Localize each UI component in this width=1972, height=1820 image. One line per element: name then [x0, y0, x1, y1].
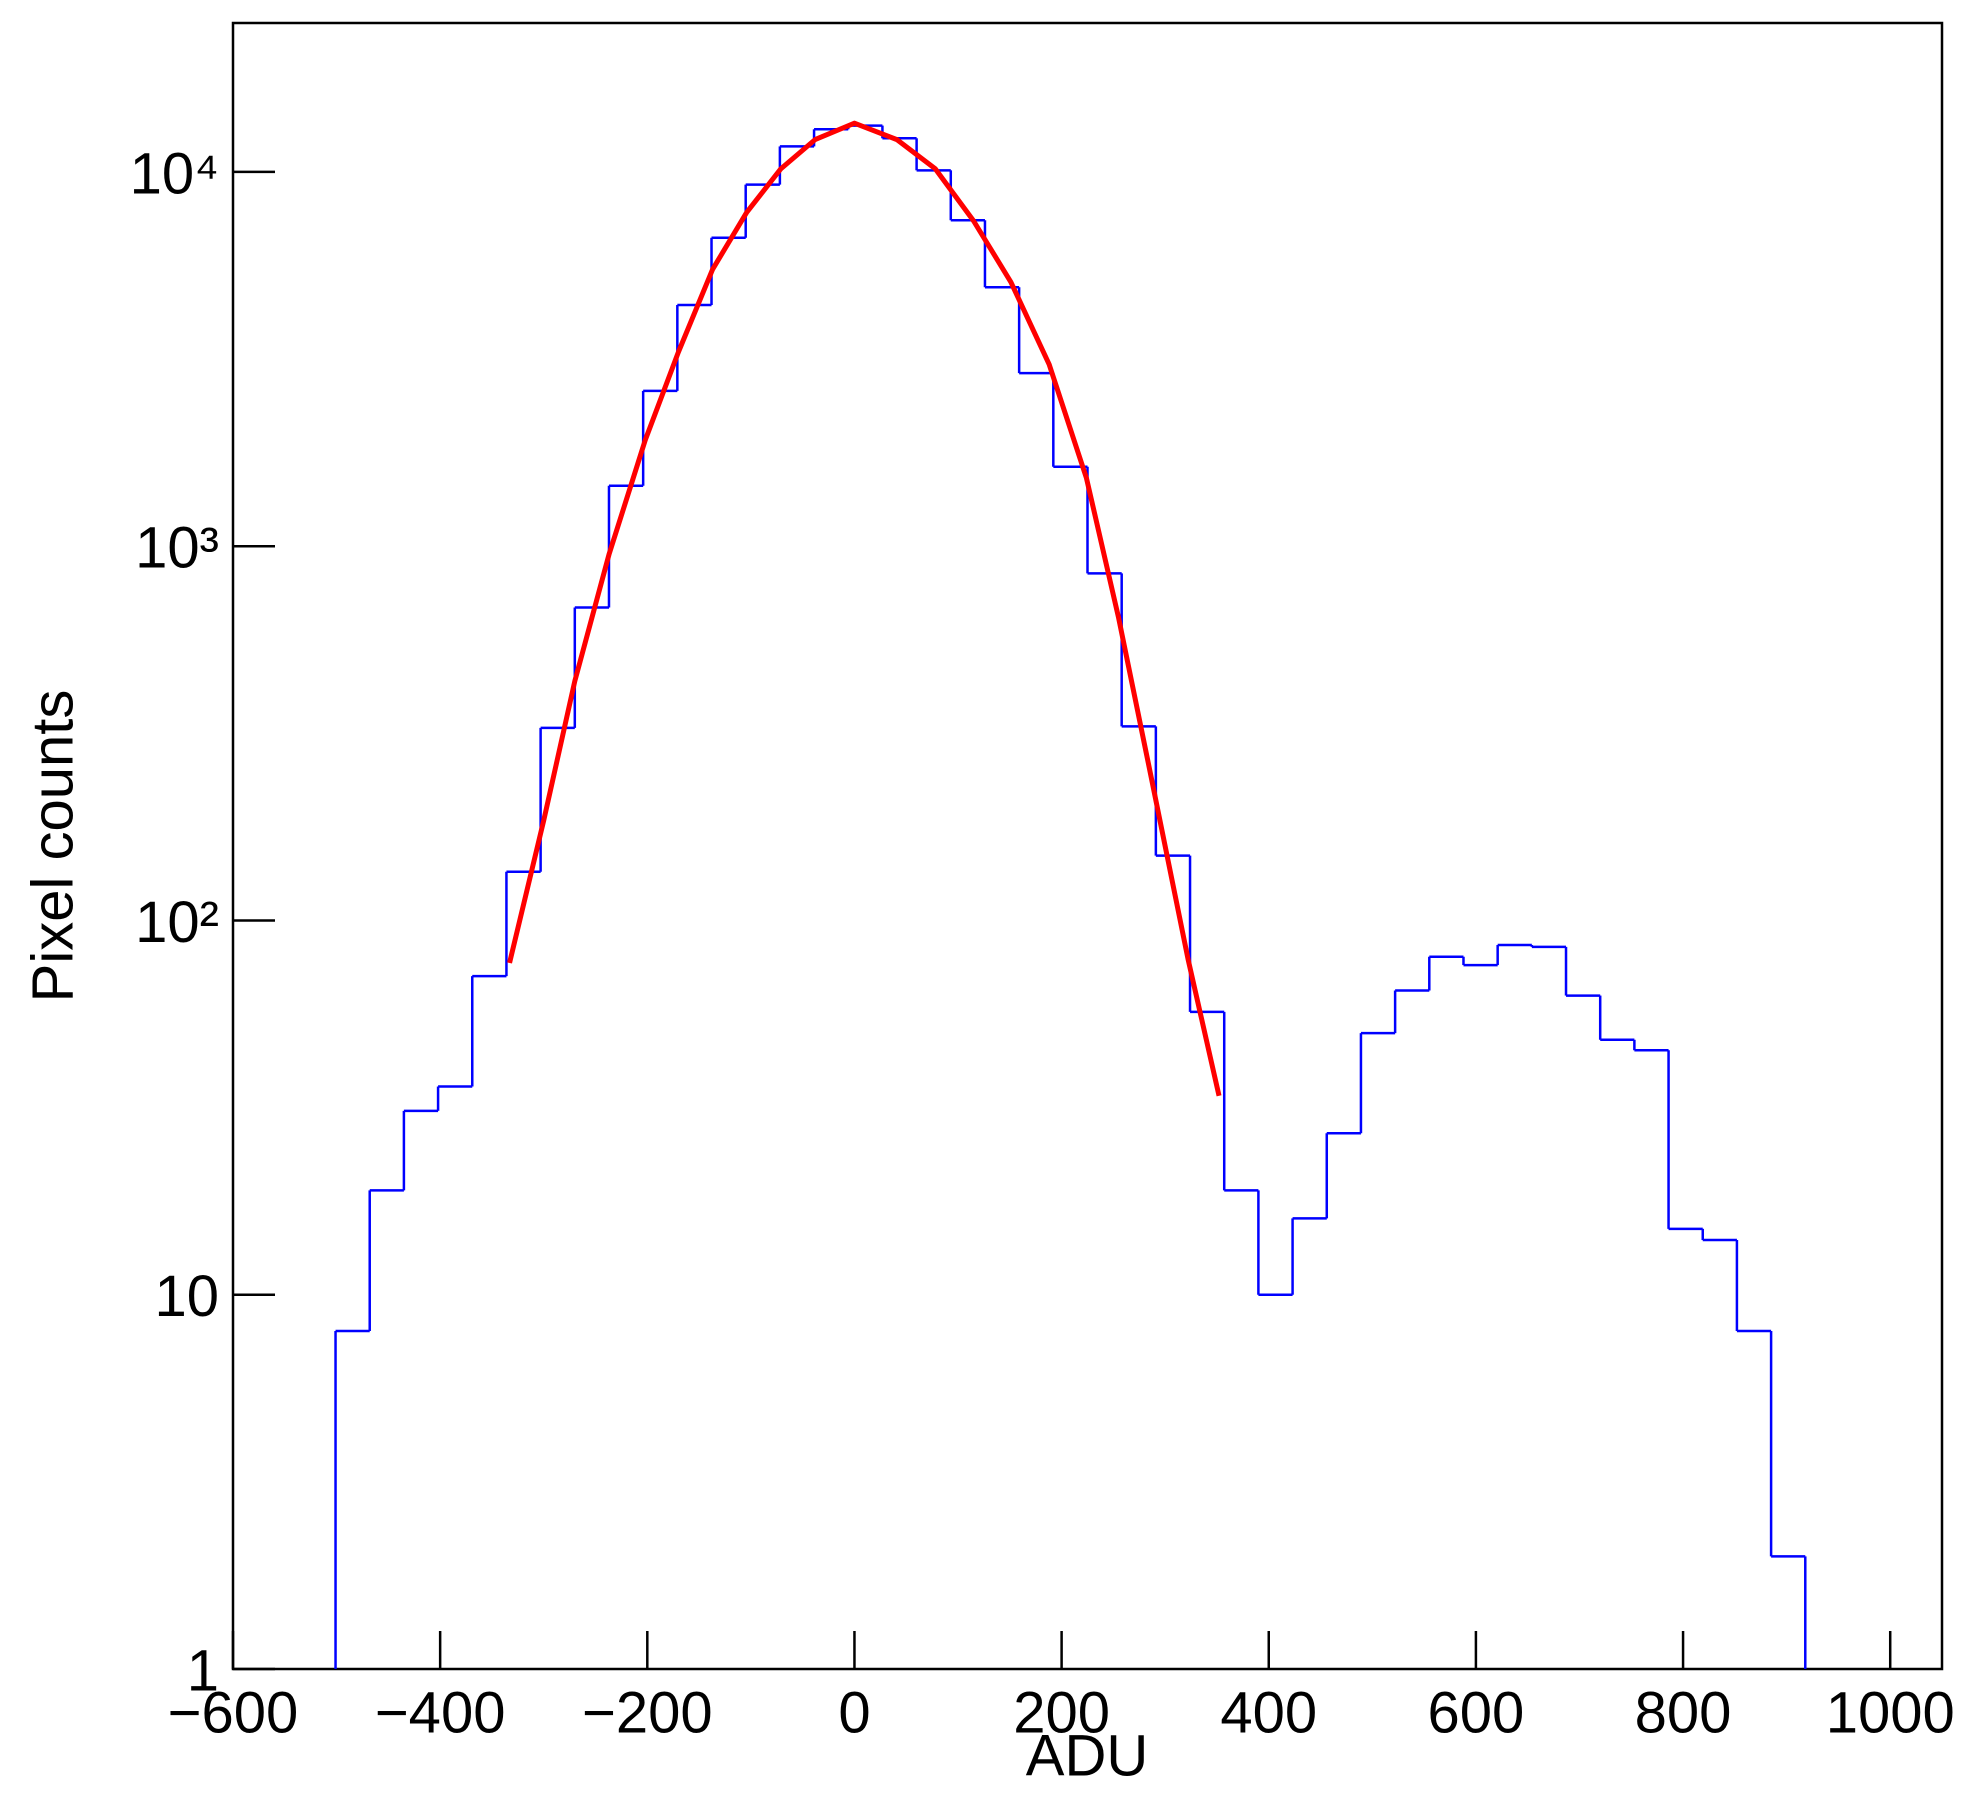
y-axis-title: Pixel counts	[20, 690, 85, 1003]
x-tick-label: 400	[1220, 1680, 1317, 1745]
x-tick-label: 1000	[1826, 1680, 1955, 1745]
x-tick-label: 600	[1428, 1680, 1525, 1745]
fit-curve	[507, 120, 1222, 1097]
y-tick-label: 10²	[135, 890, 219, 955]
x-tick-label: −200	[582, 1680, 713, 1745]
x-tick-label: 0	[838, 1680, 870, 1745]
x-tick-label: 800	[1635, 1680, 1732, 1745]
y-tick-label: 1	[187, 1638, 219, 1703]
plot-frame	[231, 21, 1944, 1671]
x-axis-title: ADU	[1026, 1723, 1148, 1788]
y-tick-label: 10⁴	[130, 141, 219, 206]
x-tick-label: −400	[375, 1680, 506, 1745]
x-tick-label: −600	[168, 1680, 299, 1745]
y-tick-label: 10	[154, 1264, 219, 1329]
x-tick-label: 200	[1013, 1680, 1110, 1745]
y-tick-label: 10³	[135, 516, 219, 581]
